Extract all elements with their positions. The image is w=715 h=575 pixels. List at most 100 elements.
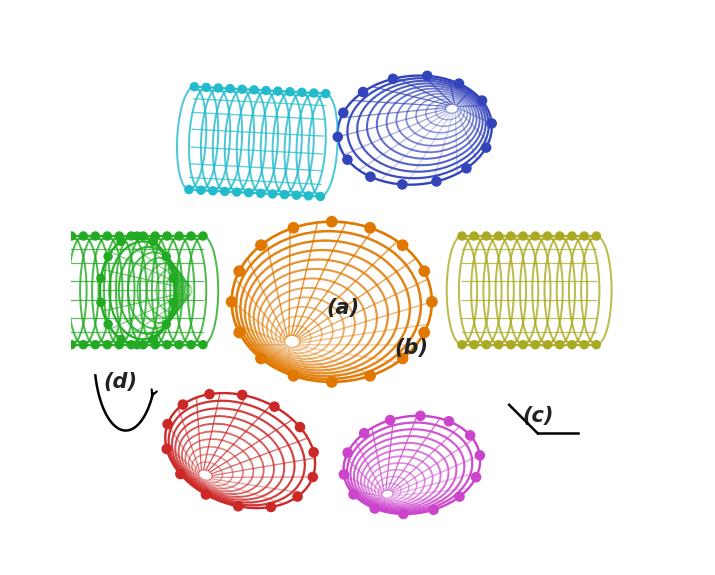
- Circle shape: [360, 428, 369, 438]
- Circle shape: [458, 341, 466, 348]
- Circle shape: [531, 232, 539, 240]
- Circle shape: [274, 87, 282, 95]
- Circle shape: [593, 232, 601, 240]
- Circle shape: [103, 232, 112, 240]
- Circle shape: [133, 232, 141, 240]
- Circle shape: [199, 232, 207, 240]
- Text: (d): (d): [103, 372, 137, 392]
- Circle shape: [429, 505, 438, 514]
- Circle shape: [370, 504, 380, 513]
- Circle shape: [175, 341, 183, 348]
- Circle shape: [398, 353, 408, 363]
- Circle shape: [187, 232, 195, 240]
- Circle shape: [531, 341, 539, 348]
- Circle shape: [298, 89, 306, 97]
- Circle shape: [398, 240, 408, 250]
- Circle shape: [593, 341, 601, 348]
- Circle shape: [117, 335, 125, 343]
- Circle shape: [458, 232, 466, 240]
- Circle shape: [234, 266, 245, 277]
- Circle shape: [163, 232, 171, 240]
- Circle shape: [475, 451, 485, 460]
- Circle shape: [568, 341, 576, 348]
- Circle shape: [214, 84, 222, 92]
- Circle shape: [432, 177, 441, 186]
- Circle shape: [190, 83, 198, 91]
- Circle shape: [202, 83, 210, 91]
- Circle shape: [580, 341, 588, 348]
- Circle shape: [257, 189, 265, 197]
- Circle shape: [349, 490, 358, 499]
- Circle shape: [385, 416, 395, 424]
- Circle shape: [221, 187, 229, 196]
- Circle shape: [366, 172, 375, 181]
- Circle shape: [205, 390, 214, 398]
- Circle shape: [209, 187, 217, 195]
- Circle shape: [92, 341, 99, 348]
- Circle shape: [288, 371, 299, 381]
- Circle shape: [256, 353, 266, 363]
- Circle shape: [519, 232, 527, 240]
- Circle shape: [176, 469, 185, 478]
- Circle shape: [169, 274, 177, 282]
- Circle shape: [419, 266, 430, 277]
- Circle shape: [163, 341, 171, 348]
- Circle shape: [470, 341, 478, 348]
- Circle shape: [226, 85, 235, 93]
- Circle shape: [423, 71, 432, 80]
- Circle shape: [483, 341, 490, 348]
- Circle shape: [185, 186, 193, 194]
- Circle shape: [187, 341, 195, 348]
- Circle shape: [250, 86, 258, 94]
- Circle shape: [169, 298, 177, 306]
- Circle shape: [343, 155, 352, 164]
- Circle shape: [295, 423, 305, 432]
- Circle shape: [162, 320, 170, 328]
- Circle shape: [580, 232, 588, 240]
- Circle shape: [139, 232, 147, 240]
- Circle shape: [316, 193, 325, 201]
- Circle shape: [115, 341, 123, 348]
- Circle shape: [388, 74, 398, 83]
- Circle shape: [483, 232, 490, 240]
- Circle shape: [234, 501, 243, 511]
- Circle shape: [199, 341, 207, 348]
- Circle shape: [308, 473, 317, 482]
- Circle shape: [162, 252, 170, 260]
- Circle shape: [269, 190, 277, 198]
- Circle shape: [465, 431, 475, 440]
- Circle shape: [462, 164, 471, 173]
- Circle shape: [445, 417, 453, 426]
- Circle shape: [133, 341, 141, 348]
- Circle shape: [197, 186, 205, 194]
- Circle shape: [481, 143, 490, 152]
- Circle shape: [97, 298, 105, 306]
- Circle shape: [202, 490, 210, 499]
- Circle shape: [270, 402, 279, 411]
- Circle shape: [256, 240, 266, 250]
- Circle shape: [103, 341, 112, 348]
- Circle shape: [309, 448, 318, 457]
- Circle shape: [419, 327, 430, 338]
- Circle shape: [568, 232, 576, 240]
- Circle shape: [339, 108, 348, 117]
- Circle shape: [238, 85, 246, 93]
- Circle shape: [227, 297, 237, 307]
- Circle shape: [507, 341, 515, 348]
- Circle shape: [237, 390, 247, 400]
- Circle shape: [292, 191, 300, 199]
- Circle shape: [115, 232, 123, 240]
- Circle shape: [310, 89, 318, 97]
- Circle shape: [495, 232, 503, 240]
- Circle shape: [327, 377, 337, 387]
- Circle shape: [556, 232, 563, 240]
- Circle shape: [175, 232, 183, 240]
- Circle shape: [470, 232, 478, 240]
- Circle shape: [151, 341, 159, 348]
- Circle shape: [427, 297, 437, 307]
- Circle shape: [104, 320, 112, 328]
- Circle shape: [127, 341, 135, 348]
- Text: (a): (a): [327, 297, 360, 317]
- Circle shape: [79, 341, 87, 348]
- Circle shape: [365, 371, 375, 381]
